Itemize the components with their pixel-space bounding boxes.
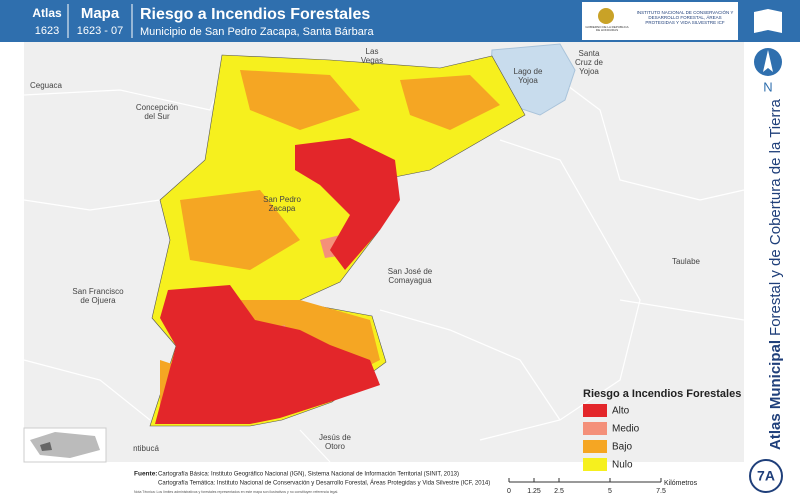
logo-emblem — [598, 8, 614, 24]
badge-label: 7A — [757, 468, 775, 484]
subtitle: Municipio de San Pedro Zacapa, Santa Bár… — [140, 26, 374, 38]
place-label: Santa — [579, 49, 600, 58]
place-label: Lago de — [514, 67, 543, 76]
badge — [749, 459, 783, 493]
locator-map — [23, 427, 107, 463]
legend-label: Alto — [612, 406, 630, 417]
legend-swatch — [583, 404, 607, 417]
scale-tick-label: 0 — [507, 488, 511, 495]
logo-left-text: GOBIERNO DE LA REPÚBLICA DE HONDURAS — [585, 26, 629, 32]
side-title-bold: Atlas Municipal — [767, 340, 784, 450]
place-label: del Sur — [144, 112, 170, 121]
scale-unit: Kilómetros — [664, 480, 698, 487]
place-label: Cruz de — [575, 58, 604, 67]
north-arrow — [763, 50, 773, 72]
place-label: Comayagua — [388, 276, 432, 285]
scale-tick-label: 2.5 — [554, 488, 564, 495]
place-label: Yojoa — [518, 76, 538, 85]
legend-swatch — [583, 440, 607, 453]
legend: Riesgo a Incendios Forestales Alto Medio B… — [583, 388, 741, 471]
scale-tick-label: 1.25 — [527, 488, 541, 495]
book-icon — [754, 9, 782, 33]
place-label: Las — [366, 47, 379, 56]
place-label: Taulabe — [672, 257, 701, 266]
legend-label: Bajo — [612, 442, 632, 453]
side-title-rest: Forestal y de Cobertura de la Tierra — [767, 99, 784, 336]
north-label: N — [763, 79, 772, 94]
title: Riesgo a Incendios Forestales — [140, 6, 370, 23]
place-label: San Francisco — [72, 287, 124, 296]
risk-alto — [155, 138, 400, 424]
legend-title: Riesgo a Incendios Forestales — [583, 388, 741, 400]
atlas-code: 1623 — [35, 25, 59, 37]
map-label: Mapa — [81, 5, 120, 22]
place-label: Yojoa — [579, 67, 599, 76]
place-label: Otoro — [325, 442, 346, 451]
logo-right-text: INSTITUTO NACIONAL DE CONSERVACIÓN Y DES… — [636, 10, 734, 25]
place-label: Vegas — [361, 56, 383, 65]
map-code: 1623 - 07 — [77, 25, 123, 37]
place-label: Zacapa — [269, 204, 296, 213]
legend-label: Medio — [612, 424, 640, 435]
place-label: San José de — [388, 267, 433, 276]
place-label: de Ojuera — [80, 296, 116, 305]
source-line: Cartografía Temática: Instituto Nacional… — [158, 480, 490, 487]
place-label: Concepción — [136, 103, 178, 112]
place-label: San Pedro — [263, 195, 301, 204]
place-label: Jesús de — [319, 433, 352, 442]
source-label: Fuente: — [134, 471, 157, 478]
legend-swatch — [583, 422, 607, 435]
place-label: ntibucá — [133, 444, 159, 453]
place-label: Ceguaca — [30, 81, 63, 90]
scale-tick-label: 7.5 — [656, 488, 666, 495]
side-title: Atlas Municipal Forestal y de Cobertura d… — [767, 99, 784, 450]
side-panel — [748, 42, 800, 500]
source-line: Cartografía Básica: Instituto Geográfico… — [158, 472, 459, 478]
scale-tick-label: 5 — [608, 488, 612, 495]
technical-note: Nota Técnica: Los límites administrativo… — [134, 490, 338, 494]
legend-swatch — [583, 458, 607, 471]
legend-label: Nulo — [612, 460, 633, 471]
atlas-label: Atlas — [32, 6, 62, 20]
